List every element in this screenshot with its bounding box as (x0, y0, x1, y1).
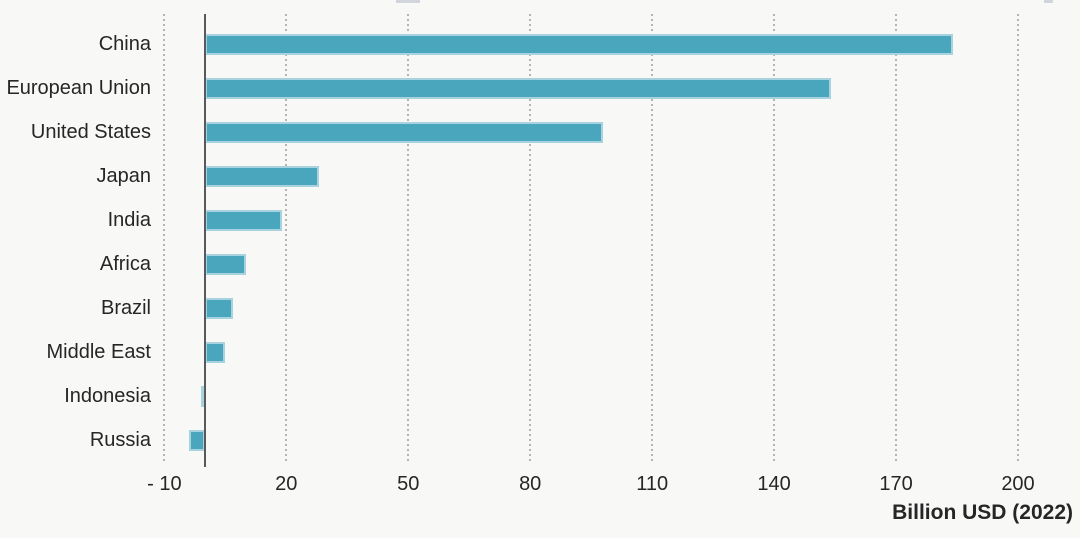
gridline-170 (895, 14, 898, 464)
bar-india (205, 209, 283, 231)
x-axis-title: Billion USD (2022) (892, 501, 1073, 524)
gridline-140 (773, 14, 776, 464)
gridline--10 (163, 14, 166, 464)
gridline-80 (529, 14, 532, 464)
bar-africa (205, 254, 246, 275)
category-label: Japan (96, 164, 152, 187)
bar-indonesia (200, 386, 205, 408)
bar-brazil (205, 298, 234, 320)
category-label: China (98, 32, 151, 55)
cropped-title-remnant (396, 0, 420, 3)
bar-middle-east (205, 342, 226, 364)
bar-russia (188, 430, 205, 452)
bar-united-states (205, 121, 604, 143)
category-label: Middle East (46, 341, 152, 364)
bar-china (205, 33, 953, 55)
bar-european-union (205, 77, 831, 99)
category-label: India (107, 208, 151, 231)
x-tick-label: 80 (519, 473, 542, 495)
x-tick-label: 50 (397, 473, 420, 495)
y-axis-line (203, 14, 206, 467)
category-label: Brazil (100, 297, 151, 320)
gridline-50 (407, 14, 410, 464)
gridline-110 (651, 14, 654, 464)
bar-japan (205, 165, 319, 187)
x-tick-label: 200 (1001, 473, 1035, 495)
x-tick-label: 110 (636, 473, 669, 495)
x-tick-label: 140 (757, 473, 791, 495)
x-tick-label: 20 (275, 473, 298, 495)
category-label: United States (30, 120, 151, 143)
x-tick-label: - 10 (147, 473, 182, 495)
category-label: European Union (6, 76, 151, 99)
gridline-20 (285, 14, 288, 464)
category-label: Indonesia (64, 385, 151, 408)
x-tick-label: 170 (879, 473, 913, 495)
category-label: Africa (99, 253, 151, 275)
gridline-200 (1017, 14, 1019, 464)
cropped-title-remnant (1044, 0, 1053, 3)
category-label: Russia (89, 429, 151, 452)
